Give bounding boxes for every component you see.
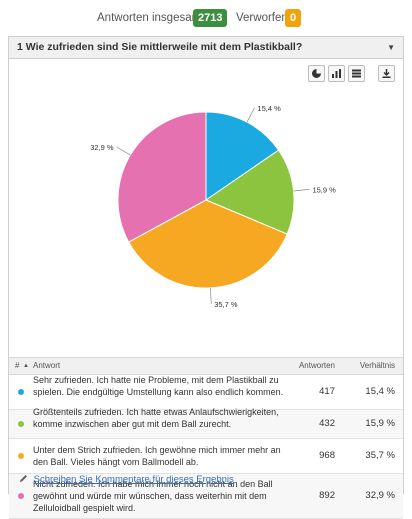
comment-footer: Schreiben Sie Kommentare für dieses Erge… — [19, 474, 234, 485]
write-comment-link[interactable]: Schreiben Sie Kommentare für dieses Erge… — [33, 474, 234, 485]
table-row: Größtenteils zufrieden. Ich hatte etwas … — [9, 407, 403, 439]
answer-count: 432 — [319, 418, 335, 429]
answer-percent: 35,7 % — [365, 450, 395, 461]
slice-label-connector — [293, 189, 310, 192]
slice-label: 32,9 % — [90, 143, 114, 152]
bar-chart-icon[interactable] — [328, 65, 345, 82]
table-row: Unter dem Strich zufrieden. Ich gewöhne … — [9, 439, 403, 474]
answer-count: 417 — [319, 386, 335, 397]
responses-count-badge: 2713 — [193, 9, 228, 27]
col-ratio-header[interactable]: Verhältnis — [359, 361, 395, 370]
answer-text: Sehr zufrieden. Ich hatte nie Probleme, … — [33, 375, 284, 397]
legend-dot — [18, 421, 24, 427]
answer-count: 968 — [319, 450, 335, 461]
col-answer-header[interactable]: Antwort — [33, 361, 61, 370]
answer-percent: 15,9 % — [365, 418, 395, 429]
table-header: # ▲ Antwort Antworten Verhältnis — [9, 357, 403, 375]
legend-dot — [18, 493, 24, 499]
question-panel: 1 Wie zufrieden sind Sie mittlerweile mi… — [8, 36, 404, 519]
legend-dot — [18, 389, 24, 395]
response-summary: Antworten insgesamt 2713 Verworfen 0 — [0, 9, 412, 29]
col-count-header[interactable]: Antworten — [298, 361, 335, 370]
pie-chart: 15,4 % 15,9 % 35,7 % 32,9 % — [90, 104, 336, 309]
slice-label-connector — [210, 287, 212, 304]
answer-percent: 15,4 % — [365, 386, 395, 397]
slice-label-connector — [116, 146, 131, 156]
sort-icon[interactable]: ▲ — [23, 363, 29, 369]
pie-chart-icon[interactable] — [308, 65, 325, 82]
answer-text: Größtenteils zufrieden. Ich hatte etwas … — [33, 407, 279, 429]
table-icon[interactable] — [348, 65, 365, 82]
slice-label: 35,7 % — [214, 300, 238, 309]
chart-toolbar — [308, 65, 395, 82]
pie-slice[interactable] — [128, 199, 288, 289]
question-header[interactable]: 1 Wie zufrieden sind Sie mittlerweile mi… — [9, 37, 403, 59]
download-icon[interactable] — [378, 65, 395, 82]
answer-text: Unter dem Strich zufrieden. Ich gewöhne … — [33, 445, 281, 467]
slice-label: 15,4 % — [257, 104, 281, 113]
slice-label: 15,9 % — [312, 185, 336, 194]
results-table: # ▲ Antwort Antworten Verhältnis Sehr zu… — [9, 357, 403, 519]
pencil-icon — [20, 475, 27, 482]
table-row: Sehr zufrieden. Ich hatte nie Probleme, … — [9, 375, 403, 410]
answer-percent: 32,9 % — [365, 490, 395, 501]
responses-label: Antworten insgesamt — [97, 12, 205, 24]
legend-dot — [18, 453, 24, 459]
pie-slice[interactable] — [205, 111, 280, 201]
discarded-label: Verworfen — [236, 12, 288, 24]
question-title: 1 Wie zufrieden sind Sie mittlerweile mi… — [17, 41, 303, 53]
slice-label-connector — [246, 107, 255, 123]
answer-count: 892 — [319, 490, 335, 501]
chart-area: 15,4 % 15,9 % 35,7 % 32,9 % — [9, 59, 403, 349]
col-num-header: # — [15, 361, 20, 370]
discarded-count-badge: 0 — [285, 9, 302, 27]
pie-slice[interactable] — [204, 149, 295, 235]
chevron-down-icon[interactable]: ▼ — [387, 43, 395, 52]
